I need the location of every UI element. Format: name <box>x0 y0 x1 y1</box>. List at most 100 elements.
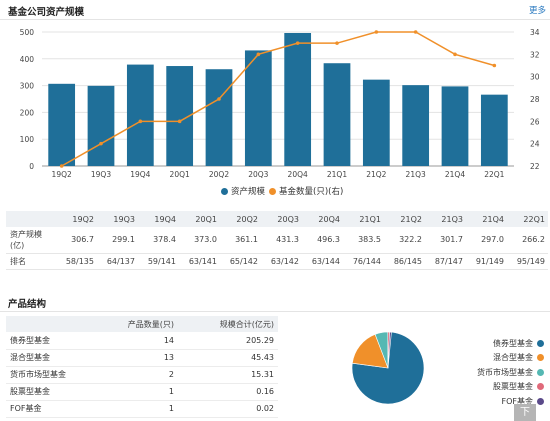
table-cell: 496.3 <box>317 235 340 245</box>
product-name: 债券型基金 <box>6 332 126 350</box>
table-cell: 301.7 <box>440 235 463 245</box>
bar <box>244 50 272 166</box>
y-right-tick-label: 22 <box>530 162 540 171</box>
asset-scale-chart: 0 100 200 300 400 500 22 24 26 28 30 32 34 19Q2 19Q3 19… <box>20 28 540 179</box>
line-point <box>217 97 221 101</box>
product-header-count: 产品数量(只) <box>126 316 174 332</box>
y-left-tick-label: 300 <box>20 82 35 91</box>
x-tick-label: 19Q4 <box>130 170 150 179</box>
y-right-tick-label: 24 <box>530 140 540 149</box>
y-left-tick-label: 200 <box>20 108 35 117</box>
pie-legend-label: 混合型基金 <box>493 353 533 363</box>
stats-header: 21Q1 <box>343 211 384 227</box>
line-point <box>374 30 379 34</box>
table-cell: 373.0 <box>194 235 217 245</box>
row-label-scale: 资产规模(亿) <box>10 229 42 250</box>
bar <box>402 85 430 166</box>
legend-item-scale[interactable]: 资产规模 <box>221 185 265 197</box>
y-right-tick-label: 26 <box>530 117 540 126</box>
scroll-down-button[interactable]: 下 <box>514 404 536 421</box>
product-name: FOF基金 <box>6 400 126 418</box>
pie-slice[interactable] <box>351 331 425 405</box>
y-right-tick-label: 30 <box>530 73 540 82</box>
product-row: 混合型基金 13 45.43 <box>6 349 278 367</box>
table-cell: 76/144 <box>352 256 381 266</box>
pie-legend-item[interactable]: 货币市场型基金 <box>424 365 544 380</box>
stats-row-scale: 资产规模(亿) 306.7 299.1 378.4 373.0 361.1 43… <box>6 227 548 253</box>
legend-label-count: 基金数量(只)(右) <box>279 187 344 197</box>
product-header-name <box>6 316 126 332</box>
table-cell: 306.7 <box>71 235 94 245</box>
product-scale: 205.29 <box>174 332 278 350</box>
table-cell: 361.1 <box>235 235 258 245</box>
stats-header: 20Q2 <box>220 211 261 227</box>
pie-legend-item[interactable]: 混合型基金 <box>424 351 544 366</box>
product-header-scale: 规模合计(亿元) <box>174 316 278 332</box>
line-point <box>413 30 418 34</box>
stats-header: 20Q4 <box>302 211 343 227</box>
pie-legend-item[interactable]: FOF基金 <box>424 394 544 409</box>
stats-table: 19Q2 19Q3 19Q4 20Q1 20Q2 20Q3 20Q4 21Q1 … <box>6 211 548 270</box>
table-cell: 63/144 <box>311 256 340 266</box>
pie-legend-label: 货币市场型基金 <box>477 367 533 377</box>
legend-item-count[interactable]: 基金数量(只)(右) <box>269 185 343 197</box>
table-cell: 95/149 <box>516 256 545 266</box>
table-cell: 322.2 <box>399 235 422 245</box>
line-point <box>177 119 182 124</box>
stats-header: 19Q3 <box>97 211 138 227</box>
x-tick-label: 20Q2 <box>209 170 229 179</box>
line-point <box>138 119 143 124</box>
product-count: 13 <box>126 349 174 367</box>
table-cell: 297.0 <box>481 235 504 245</box>
x-tick-label: 20Q4 <box>288 170 308 179</box>
stats-header: 20Q1 <box>179 211 220 227</box>
table-cell: 87/147 <box>434 256 463 266</box>
stats-header: 20Q3 <box>261 211 302 227</box>
pie-legend: 债券型基金 混合型基金 货币市场型基金 股票型基金 FOF基金 <box>424 336 544 409</box>
product-row: 债券型基金 14 205.29 <box>6 332 278 350</box>
product-count: 2 <box>126 366 174 384</box>
y-right-tick-label: 34 <box>530 28 540 37</box>
table-cell: 299.1 <box>112 235 135 245</box>
asset-scale-title: 基金公司资产规模 <box>8 7 85 18</box>
product-row: 货币市场型基金 2 15.31 <box>6 366 278 384</box>
stats-row-rank: 排名 58/135 64/137 59/141 63/141 65/142 63… <box>6 253 548 269</box>
bar <box>480 94 508 166</box>
chart-legend: 资产规模 基金数量(只)(右) <box>0 185 550 199</box>
y-right-tick-label: 28 <box>530 95 540 104</box>
pie-legend-dot <box>537 368 544 376</box>
product-pie-chart <box>351 331 425 405</box>
table-cell: 58/135 <box>65 256 94 266</box>
pie-legend-item[interactable]: 债券型基金 <box>424 336 544 351</box>
table-cell: 65/142 <box>229 256 258 266</box>
more-link[interactable]: 更多 <box>528 6 546 16</box>
y-left-tick-label: 500 <box>20 28 35 37</box>
table-cell: 91/149 <box>475 256 504 266</box>
stats-header: 21Q2 <box>384 211 425 227</box>
pie-legend-dot <box>537 383 544 391</box>
table-cell: 266.2 <box>522 235 545 245</box>
product-row: 股票型基金 1 0.16 <box>6 383 278 401</box>
product-count: 1 <box>126 383 174 401</box>
stats-header: 21Q3 <box>425 211 466 227</box>
x-tick-label: 20Q3 <box>248 170 268 179</box>
y-left-tick-label: 400 <box>20 55 35 64</box>
x-tick-label: 19Q3 <box>91 170 111 179</box>
table-cell: 383.5 <box>358 235 381 245</box>
product-scale: 0.16 <box>174 383 278 401</box>
product-count: 14 <box>126 332 174 350</box>
x-tick-label: 21Q2 <box>366 170 386 179</box>
legend-dot-count <box>269 187 276 195</box>
table-cell: 64/137 <box>106 256 135 266</box>
table-cell: 63/141 <box>188 256 217 266</box>
table-cell: 378.4 <box>153 235 176 245</box>
pie-slice[interactable] <box>387 331 392 369</box>
pie-legend-label: FOF基金 <box>501 396 534 406</box>
legend-dot-scale <box>221 187 228 195</box>
bar <box>441 86 469 166</box>
pie-legend-item[interactable]: 股票型基金 <box>424 380 544 395</box>
product-name: 混合型基金 <box>6 349 126 367</box>
table-cell: 63/142 <box>270 256 299 266</box>
line-point <box>453 52 457 57</box>
bar <box>362 79 390 166</box>
